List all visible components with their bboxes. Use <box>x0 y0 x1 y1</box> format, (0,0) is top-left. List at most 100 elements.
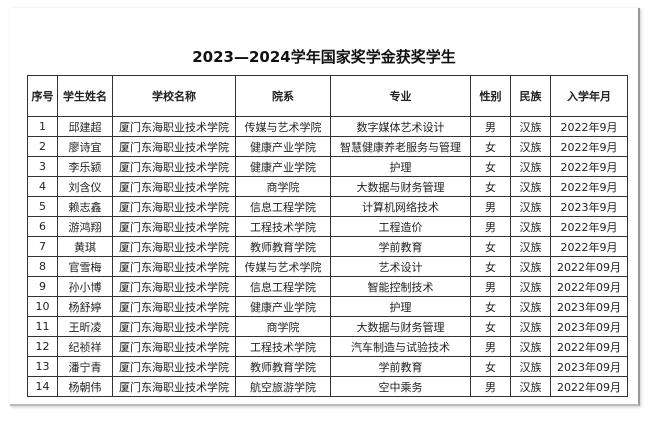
cell-enrollment-date: 2022年9月 <box>550 156 628 177</box>
cell-department: 健康产业学院 <box>235 296 331 317</box>
table-row: 12 纪祯祥 厦门东海职业技术学院 工程技术学院 汽车制造与试验技术男汉族 2022年09… <box>27 336 628 357</box>
header-major: 专业 <box>330 75 471 117</box>
cell-enrollment-date: 2022年9月 <box>550 176 628 197</box>
cell-major: 学前教育 <box>330 236 471 257</box>
cell-ethnicity: 汉族 <box>510 356 551 377</box>
cell-gender: 男 <box>470 116 511 137</box>
cell-student-name: 游鸿翔 <box>57 216 113 237</box>
cell-school-name: 厦门东海职业技术学院 <box>112 356 236 377</box>
cell-major: 空中乘务 <box>330 376 471 397</box>
cell-school-name: 厦门东海职业技术学院 <box>112 156 236 177</box>
cell-ethnicity: 汉族 <box>510 236 551 257</box>
cell-enrollment-date: 2023年09月 <box>550 296 628 317</box>
table-row: 1 邱建超 厦门东海职业技术学院 传媒与艺术学院 数字媒体艺术设计男汉族 2022年9月 <box>27 116 628 137</box>
cell-department: 健康产业学院 <box>235 156 331 177</box>
cell-index: 6 <box>27 216 58 237</box>
cell-student-name: 李乐颍 <box>57 156 113 177</box>
cell-ethnicity: 汉族 <box>510 336 551 357</box>
cell-ethnicity: 汉族 <box>510 376 551 397</box>
cell-gender: 男 <box>470 376 511 397</box>
cell-student-name: 黄琪 <box>57 236 113 257</box>
cell-index: 7 <box>27 236 58 257</box>
cell-index: 3 <box>27 156 58 177</box>
cell-index: 2 <box>27 136 58 157</box>
table-row: 9 孙小博 厦门东海职业技术学院 信息工程学院 智能控制技术男汉族 2022年09月 <box>27 276 628 297</box>
cell-school-name: 厦门东海职业技术学院 <box>112 236 236 257</box>
cell-enrollment-date: 2023年09月 <box>550 316 628 337</box>
cell-major: 汽车制造与试验技术 <box>330 336 471 357</box>
cell-enrollment-date: 2022年9月 <box>550 116 628 137</box>
cell-department: 信息工程学院 <box>235 196 331 217</box>
cell-department: 工程技术学院 <box>235 216 331 237</box>
cell-enrollment-date: 2022年9月 <box>550 236 628 257</box>
cell-gender: 男 <box>470 216 511 237</box>
cell-department: 传媒与艺术学院 <box>235 256 331 277</box>
table-row: 13 潘宁青 厦门东海职业技术学院 教师教育学院 学前教育女汉族 2023年09月 <box>27 356 628 377</box>
cell-index: 8 <box>27 256 58 277</box>
cell-gender: 男 <box>470 196 511 217</box>
cell-gender: 男 <box>470 276 511 297</box>
cell-gender: 女 <box>470 356 511 377</box>
cell-major: 大数据与财务管理 <box>330 316 471 337</box>
cell-student-name: 王昕凌 <box>57 316 113 337</box>
cell-enrollment-date: 2022年09月 <box>550 376 628 397</box>
cell-index: 13 <box>27 356 58 377</box>
header-index: 序号 <box>27 75 58 117</box>
cell-major: 学前教育 <box>330 356 471 377</box>
cell-gender: 女 <box>470 316 511 337</box>
table-row: 11 王昕凌 厦门东海职业技术学院 商学院 大数据与财务管理女汉族 2023年09月 <box>27 316 628 337</box>
cell-major: 智能控制技术 <box>330 276 471 297</box>
cell-major: 工程造价 <box>330 216 471 237</box>
cell-student-name: 孙小博 <box>57 276 113 297</box>
cell-major: 计算机网络技术 <box>330 196 471 217</box>
cell-ethnicity: 汉族 <box>510 136 551 157</box>
cell-index: 14 <box>27 376 58 397</box>
cell-department: 传媒与艺术学院 <box>235 116 331 137</box>
cell-school-name: 厦门东海职业技术学院 <box>112 176 236 197</box>
cell-index: 5 <box>27 196 58 217</box>
cell-ethnicity: 汉族 <box>510 296 551 317</box>
table-row: 5 赖志鑫 厦门东海职业技术学院 信息工程学院 计算机网络技术男汉族 2023年9月 <box>27 196 628 217</box>
cell-gender: 女 <box>470 156 511 177</box>
cell-department: 工程技术学院 <box>235 336 331 357</box>
cell-ethnicity: 汉族 <box>510 216 551 237</box>
cell-index: 12 <box>27 336 58 357</box>
cell-gender: 女 <box>470 256 511 277</box>
document-page: 2023—2024学年国家奖学金获奖学生 序号 学生姓名 学校名称 院系 专业 性别 民族入… <box>10 8 640 406</box>
table-row: 3 李乐颍 厦门东海职业技术学院 健康产业学院 护理女汉族 2022年9月 <box>27 156 628 177</box>
cell-major: 护理 <box>330 296 471 317</box>
cell-school-name: 厦门东海职业技术学院 <box>112 316 236 337</box>
cell-student-name: 杨朝伟 <box>57 376 113 397</box>
cell-gender: 女 <box>470 136 511 157</box>
cell-enrollment-date: 2022年9月 <box>550 216 628 237</box>
cell-index: 4 <box>27 176 58 197</box>
table-row: 4 刘含仪 厦门东海职业技术学院 商学院 大数据与财务管理女汉族 2022年9月 <box>27 176 628 197</box>
cell-major: 大数据与财务管理 <box>330 176 471 197</box>
cell-school-name: 厦门东海职业技术学院 <box>112 276 236 297</box>
cell-ethnicity: 汉族 <box>510 196 551 217</box>
cell-ethnicity: 汉族 <box>510 156 551 177</box>
header-row: 序号 学生姓名 学校名称 院系 专业 性别 民族 入学年月 <box>27 75 628 117</box>
table-row: 14 杨朝伟 厦门东海职业技术学院 航空旅游学院 空中乘务男汉族 2022年09月 <box>27 376 628 397</box>
cell-department: 健康产业学院 <box>235 136 331 157</box>
cell-school-name: 厦门东海职业技术学院 <box>112 296 236 317</box>
table-row: 7 黄琪 厦门东海职业技术学院 教师教育学院 学前教育女汉族 2022年9月 <box>27 236 628 257</box>
table-row: 10 杨舒婷 厦门东海职业技术学院 健康产业学院 护理女汉族 2023年09月 <box>27 296 628 317</box>
cell-enrollment-date: 2022年09月 <box>550 256 628 277</box>
cell-gender: 女 <box>470 176 511 197</box>
cell-student-name: 潘宁青 <box>57 356 113 377</box>
table-row: 8 官雪梅 厦门东海职业技术学院 传媒与艺术学院 艺术设计女汉族 2022年09月 <box>27 256 628 277</box>
cell-school-name: 厦门东海职业技术学院 <box>112 216 236 237</box>
cell-ethnicity: 汉族 <box>510 316 551 337</box>
cell-major: 艺术设计 <box>330 256 471 277</box>
header-student-name: 学生姓名 <box>57 75 113 117</box>
header-ethnicity: 民族 <box>510 75 551 117</box>
cell-department: 商学院 <box>235 176 331 197</box>
cell-department: 教师教育学院 <box>235 236 331 257</box>
cell-gender: 女 <box>470 296 511 317</box>
cell-ethnicity: 汉族 <box>510 256 551 277</box>
cell-enrollment-date: 2023年09月 <box>550 356 628 377</box>
cell-student-name: 纪祯祥 <box>57 336 113 357</box>
cell-index: 10 <box>27 296 58 317</box>
table-row: 2 廖诗宜 厦门东海职业技术学院 健康产业学院 智慧健康养老服务与管理女汉族 2022年9… <box>27 136 628 157</box>
